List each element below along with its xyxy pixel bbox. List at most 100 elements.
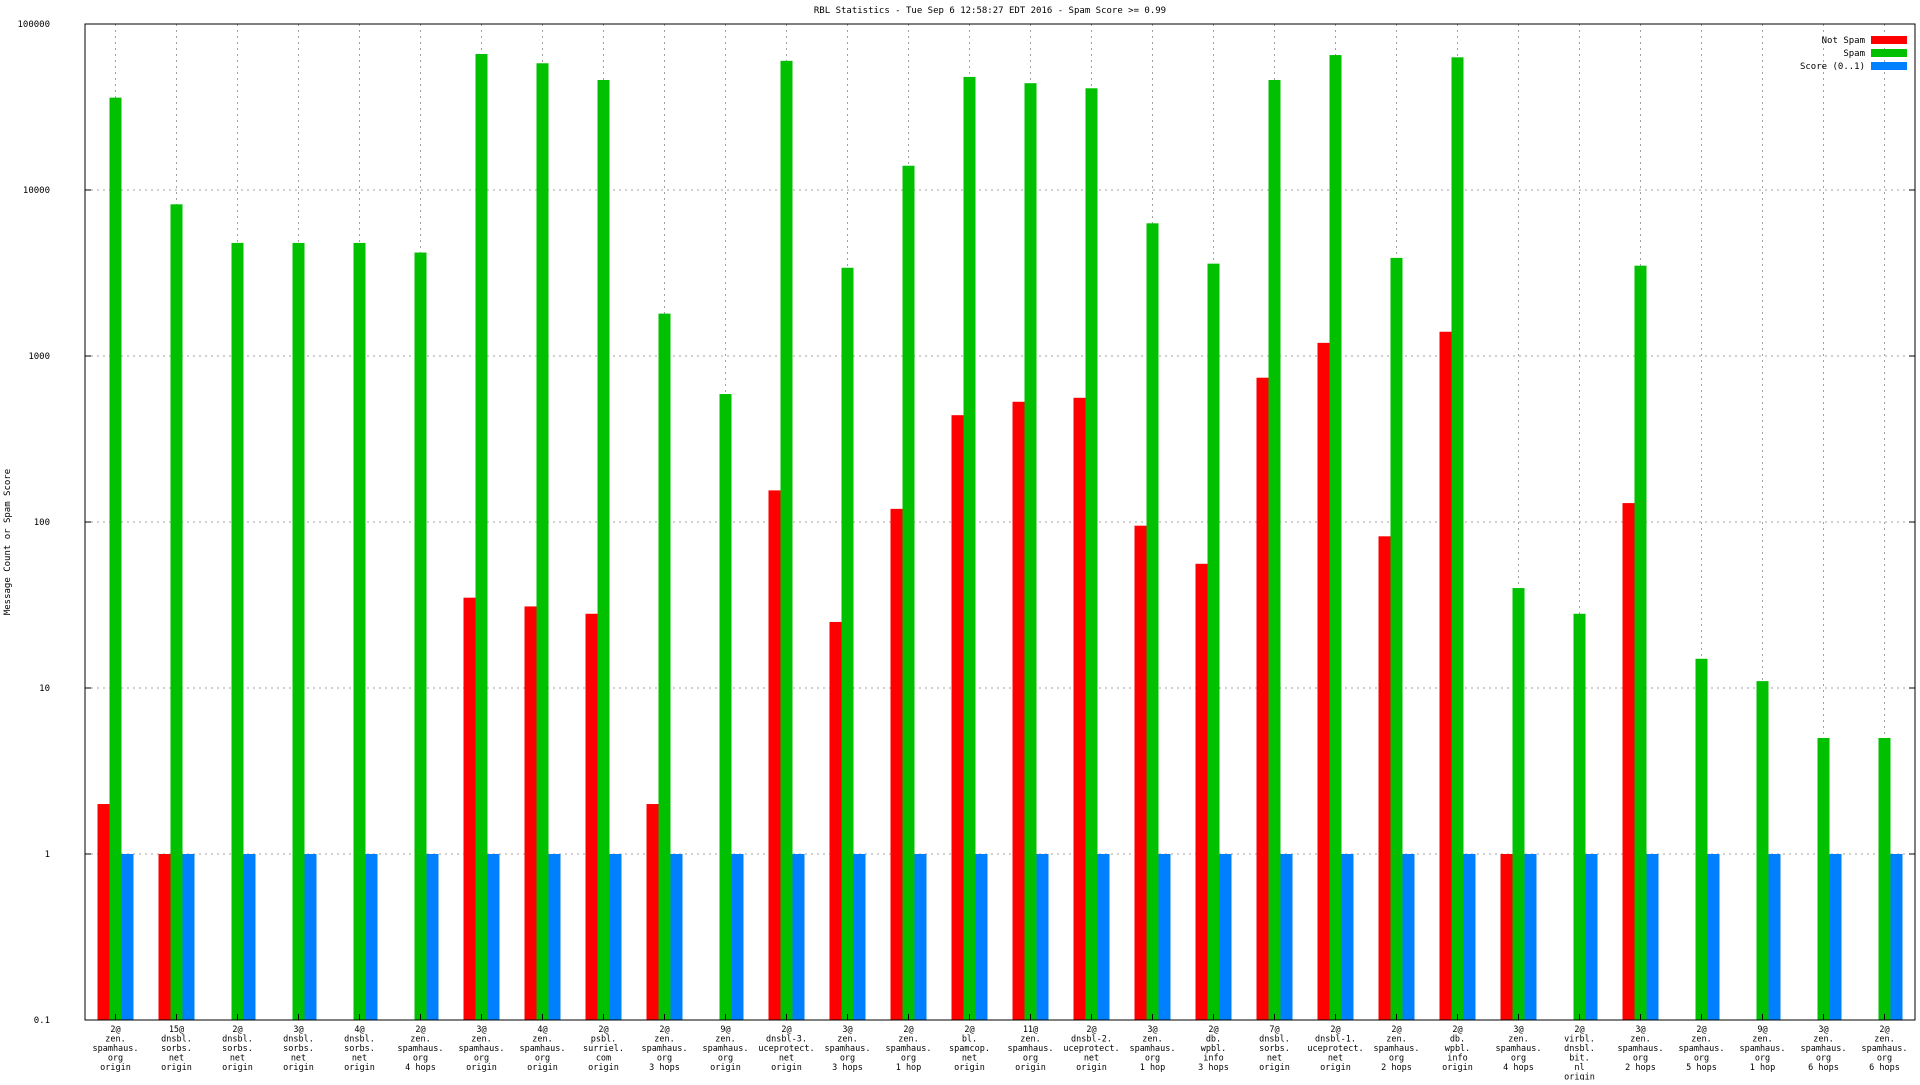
bar-score-0-1 xyxy=(1829,854,1842,1020)
x-tick-label-line: origin xyxy=(710,1063,741,1073)
y-tick-label: 100 xyxy=(34,518,50,528)
bar-spam xyxy=(841,267,854,1020)
x-tick-label-line: net xyxy=(962,1054,977,1064)
x-tick-label-line: 2@ xyxy=(964,1025,974,1035)
x-tick-label: 2@ bl. spamcop. net origin xyxy=(949,1025,990,1073)
x-tick-label-line: 3@ xyxy=(1147,1025,1157,1035)
x-tick-label: 2@ zen. spamhaus. org 4 hops xyxy=(397,1025,443,1073)
x-tick-label: 2@ db. wpbl. info origin xyxy=(1442,1025,1473,1073)
bar-spam xyxy=(475,53,488,1021)
y-tick-label: 10000 xyxy=(23,186,50,196)
x-tick-label-line: org xyxy=(718,1054,733,1064)
x-tick-label-line: org xyxy=(1633,1054,1648,1064)
x-tick-label-line: zen. xyxy=(1813,1035,1833,1045)
x-tick-label-line: sorbs. xyxy=(161,1044,192,1054)
x-tick-label-line: org xyxy=(108,1054,123,1064)
legend-label: Spam xyxy=(1843,49,1865,59)
x-tick-label-line: 2@ xyxy=(415,1025,425,1035)
bar-spam xyxy=(1024,83,1037,1020)
bar-score-0-1 xyxy=(182,854,195,1020)
bar-score-0-1 xyxy=(121,854,134,1020)
x-tick-label-line: 1 hop xyxy=(1750,1063,1776,1073)
x-tick-label-line: zen. xyxy=(410,1035,430,1045)
x-tick-label-line: net xyxy=(169,1054,184,1064)
x-tick-label-line: 1 hop xyxy=(1140,1063,1166,1073)
x-tick-label-line: origin xyxy=(466,1063,497,1073)
bar-spam xyxy=(1146,223,1159,1021)
x-tick-label-line: 2@ xyxy=(781,1025,791,1035)
y-tick-label: 1000 xyxy=(28,352,50,362)
x-tick-label-line: dnsbl. xyxy=(1564,1044,1595,1054)
legend-swatch xyxy=(1871,36,1907,44)
bar-score-0-1 xyxy=(1341,854,1354,1020)
x-tick-label-line: bl. xyxy=(962,1035,977,1045)
x-tick-label-line: 2@ xyxy=(110,1025,120,1035)
x-tick-label-line: 2@ xyxy=(1330,1025,1340,1035)
legend-swatch xyxy=(1871,62,1907,70)
bar-spam xyxy=(231,242,244,1021)
x-tick-label-line: 2 hops xyxy=(1625,1063,1656,1073)
y-axis-label: Message Count or Spam Score xyxy=(3,469,13,615)
x-tick-label: 2@ dnsbl-2. uceprotect. net origin xyxy=(1063,1025,1119,1073)
x-tick-label-line: info xyxy=(1447,1054,1467,1064)
bar-not-spam xyxy=(1439,331,1452,1020)
x-tick-label-line: spamhaus. xyxy=(519,1044,565,1054)
x-tick-label-line: net xyxy=(779,1054,794,1064)
x-tick-label-line: wpbl. xyxy=(1201,1044,1227,1054)
x-tick-label-line: 3@ xyxy=(1513,1025,1523,1035)
bar-not-spam xyxy=(97,804,110,1020)
x-tick-label: 2@ zen. spamhaus. org origin xyxy=(92,1025,138,1073)
x-tick-label-line: org xyxy=(1023,1054,1038,1064)
bar-spam xyxy=(963,76,976,1021)
x-tick-label-line: 9@ xyxy=(720,1025,730,1035)
x-tick-label-line: spamhaus. xyxy=(1739,1044,1785,1054)
bar-score-0-1 xyxy=(853,854,866,1020)
x-tick-label-line: 2@ xyxy=(1452,1025,1462,1035)
x-tick-label-line: spamhaus. xyxy=(1861,1044,1907,1054)
bar-score-0-1 xyxy=(426,854,439,1020)
bar-not-spam xyxy=(646,804,659,1020)
x-tick-label-line: net xyxy=(352,1054,367,1064)
x-tick-label-line: origin xyxy=(161,1063,192,1073)
x-tick-label-line: org xyxy=(413,1054,428,1064)
y-tick-label: 0.1 xyxy=(34,1016,50,1026)
bar-not-spam xyxy=(1134,525,1147,1020)
x-tick-label-line: 4 hops xyxy=(405,1063,436,1073)
x-tick-label-line: dnsbl. xyxy=(161,1035,192,1045)
x-tick-label-line: 1 hop xyxy=(896,1063,922,1073)
bar-score-0-1 xyxy=(1158,854,1171,1020)
x-tick-label-line: origin xyxy=(344,1063,375,1073)
bar-not-spam xyxy=(768,490,781,1021)
bar-not-spam xyxy=(1073,397,1086,1020)
x-tick-label-line: zen. xyxy=(532,1035,552,1045)
bar-spam xyxy=(1451,57,1464,1021)
x-tick-label-line: zen. xyxy=(105,1035,125,1045)
bar-not-spam xyxy=(1012,401,1025,1020)
bar-spam xyxy=(1817,737,1830,1020)
x-tick-label-line: org xyxy=(1877,1054,1892,1064)
bar-not-spam xyxy=(1195,563,1208,1020)
x-tick-label-line: dnsbl. xyxy=(344,1035,375,1045)
x-tick-label-line: 4 hops xyxy=(1503,1063,1534,1073)
x-tick-label-line: spamhaus. xyxy=(641,1044,687,1054)
x-tick-label-line: zen. xyxy=(898,1035,918,1045)
x-tick-label: 2@ db. wpbl. info 3 hops xyxy=(1198,1025,1229,1073)
x-tick-label-line: zen. xyxy=(1020,1035,1040,1045)
x-tick-label-line: org xyxy=(901,1054,916,1064)
x-tick-label-line: origin xyxy=(771,1063,802,1073)
x-tick-label-line: origin xyxy=(527,1063,558,1073)
bar-not-spam xyxy=(1317,342,1330,1020)
x-tick-label-line: 2@ xyxy=(1574,1025,1584,1035)
x-tick-label-line: org xyxy=(1755,1054,1770,1064)
x-tick-label-line: spamcop. xyxy=(949,1044,990,1054)
x-tick-label-line: spamhaus. xyxy=(885,1044,931,1054)
x-tick-label-line: org xyxy=(1816,1054,1831,1064)
x-tick-label: 4@ zen. spamhaus. org origin xyxy=(519,1025,565,1073)
x-tick-label-line: spamhaus. xyxy=(702,1044,748,1054)
x-tick-label-line: 3@ xyxy=(1818,1025,1828,1035)
x-tick-label-line: origin xyxy=(588,1063,619,1073)
x-tick-label-line: wpbl. xyxy=(1445,1044,1471,1054)
x-tick-label-line: zen. xyxy=(1386,1035,1406,1045)
x-tick-label-line: 3@ xyxy=(1635,1025,1645,1035)
